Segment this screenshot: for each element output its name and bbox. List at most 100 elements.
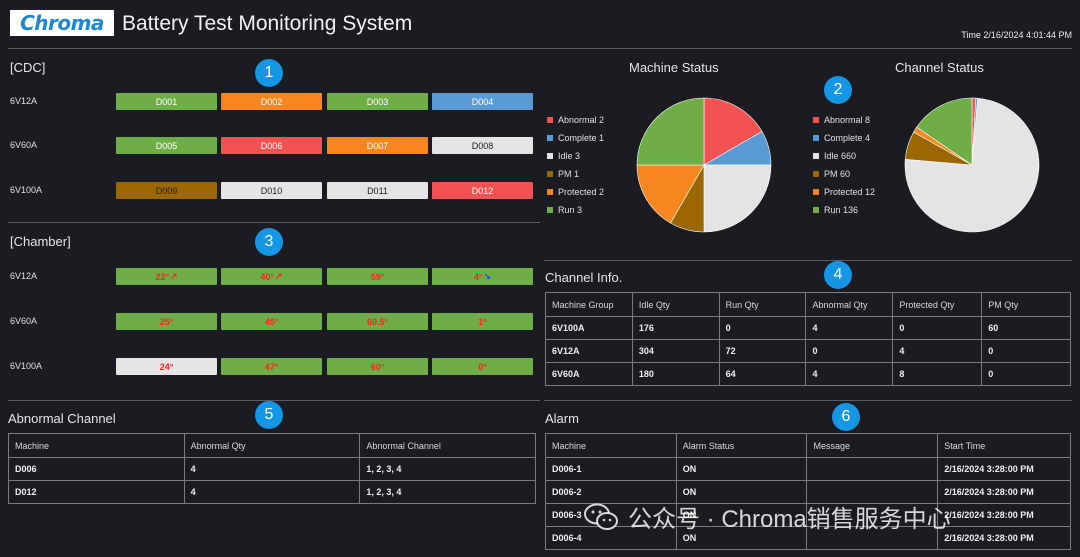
column-header: Machine Group bbox=[545, 292, 633, 317]
table-cell: D006-4 bbox=[545, 526, 677, 550]
legend-item: PM 60 bbox=[813, 165, 875, 183]
column-header: Abnormal Channel bbox=[359, 433, 536, 458]
table-cell: ON bbox=[675, 457, 808, 481]
chamber-tile[interactable]: 40° ↗ bbox=[221, 268, 322, 285]
cdc-tile[interactable]: D003 bbox=[327, 93, 428, 110]
legend-swatch bbox=[813, 117, 819, 123]
legend-item: Complete 4 bbox=[813, 129, 875, 147]
table-cell: 8 bbox=[892, 362, 983, 386]
column-header: Machine bbox=[8, 433, 185, 458]
pie-slice-run bbox=[916, 97, 973, 166]
channel-status-legend: Abnormal 8 Complete 4 Idle 660 PM 60 Protect… bbox=[813, 111, 875, 219]
channel-info-table: Machine Group Idle Qty Run Qty Abnormal Qty… bbox=[545, 292, 1071, 386]
chamber-tile-label: 45° bbox=[264, 316, 279, 327]
cdc-row-label: 6V12A bbox=[10, 96, 38, 106]
table-cell: 2/16/2024 3:28:00 PM bbox=[937, 526, 1071, 550]
table-cell: D006 bbox=[8, 457, 185, 481]
legend-swatch bbox=[547, 207, 553, 213]
chamber-tile-label: 4° bbox=[473, 271, 483, 282]
legend-item: Run 3 bbox=[547, 201, 604, 219]
chamber-tile-label: 25° bbox=[159, 316, 174, 327]
chamber-tile-label: 60.5° bbox=[366, 316, 389, 327]
trend-down-icon: ↘ bbox=[483, 271, 492, 281]
cdc-tile-label: D005 bbox=[155, 140, 178, 151]
section-badge-1: 1 bbox=[255, 59, 283, 87]
legend-swatch bbox=[547, 171, 553, 177]
chamber-tile[interactable]: 45° bbox=[221, 313, 322, 330]
legend-swatch bbox=[813, 135, 819, 141]
chamber-tile-label: 40° bbox=[260, 271, 275, 282]
table-cell: ON bbox=[675, 526, 808, 550]
cdc-tile[interactable]: D012 bbox=[432, 182, 533, 199]
cdc-tile[interactable]: D001 bbox=[116, 93, 217, 110]
column-header: Idle Qty bbox=[631, 292, 720, 317]
cdc-row-label: 6V100A bbox=[10, 185, 43, 195]
table-row[interactable]: 6V60A 180 64 4 8 0 bbox=[545, 362, 1071, 386]
legend-swatch bbox=[813, 207, 819, 213]
chamber-tile-label: 60° bbox=[370, 361, 385, 372]
section-badge-4: 4 bbox=[824, 261, 852, 289]
cdc-tile[interactable]: D004 bbox=[432, 93, 533, 110]
legend-label: Protected 2 bbox=[558, 187, 605, 197]
chamber-tile[interactable]: 60° bbox=[327, 358, 428, 375]
table-cell: 64 bbox=[718, 362, 807, 386]
table-cell: 0 bbox=[981, 339, 1071, 363]
chamber-tile[interactable]: 60.5° bbox=[327, 313, 428, 330]
legend-label: Run 3 bbox=[558, 205, 583, 215]
table-row[interactable]: D006-4 ON 2/16/2024 3:28:00 PM bbox=[545, 526, 1071, 550]
legend-item: PM 1 bbox=[547, 165, 604, 183]
legend-swatch bbox=[547, 153, 553, 159]
cdc-tile-label: D004 bbox=[471, 96, 494, 107]
abnormal-channel-title: Abnormal Channel bbox=[8, 411, 116, 426]
cdc-tile-label: D010 bbox=[260, 185, 283, 196]
cdc-tile[interactable]: D005 bbox=[116, 137, 217, 154]
cdc-tile[interactable]: D009 bbox=[116, 182, 217, 199]
column-header: Message bbox=[806, 433, 939, 458]
chamber-tile[interactable]: 4° ↘ bbox=[432, 268, 533, 285]
chamber-tile[interactable]: 22° ↗ bbox=[116, 268, 217, 285]
legend-swatch bbox=[547, 135, 553, 141]
chamber-tile[interactable]: 25° bbox=[116, 313, 217, 330]
cdc-row-label: 6V60A bbox=[10, 140, 38, 150]
table-cell: ON bbox=[675, 480, 808, 504]
legend-item: Run 136 bbox=[813, 201, 875, 219]
table-cell: 0 bbox=[718, 316, 807, 340]
legend-swatch bbox=[813, 189, 819, 195]
divider bbox=[544, 400, 1072, 401]
table-cell: 0 bbox=[892, 316, 983, 340]
logo-text: Chroma bbox=[20, 11, 104, 35]
table-cell: 60 bbox=[981, 316, 1071, 340]
legend-label: Run 136 bbox=[824, 205, 859, 215]
table-row[interactable]: D006-1 ON 2/16/2024 3:28:00 PM bbox=[545, 457, 1071, 481]
table-row[interactable]: 6V100A 176 0 4 0 60 bbox=[545, 316, 1071, 340]
pie-slice-abnormal bbox=[703, 97, 763, 166]
chamber-tile[interactable]: 47° bbox=[221, 358, 322, 375]
cdc-tile[interactable]: D006 bbox=[221, 137, 322, 154]
table-row[interactable]: 6V12A 304 72 0 4 0 bbox=[545, 339, 1071, 363]
column-header: Alarm Status bbox=[675, 433, 808, 458]
legend-label: Complete 4 bbox=[824, 133, 871, 143]
chamber-tile[interactable]: 24° bbox=[116, 358, 217, 375]
table-row[interactable]: D012 4 1, 2, 3, 4 bbox=[8, 480, 536, 504]
cdc-tile[interactable]: D008 bbox=[432, 137, 533, 154]
table-cell: 180 bbox=[631, 362, 720, 386]
table-row[interactable]: D006-2 ON 2/16/2024 3:28:00 PM bbox=[545, 480, 1071, 504]
table-cell bbox=[806, 480, 939, 504]
chamber-tile[interactable]: 1° bbox=[432, 313, 533, 330]
legend-label: Idle 660 bbox=[824, 151, 857, 161]
cdc-tile[interactable]: D010 bbox=[221, 182, 322, 199]
table-header-row: Machine Alarm Status Message Start Time bbox=[545, 433, 1071, 458]
wechat-icon bbox=[584, 503, 618, 530]
cdc-tile[interactable]: D007 bbox=[327, 137, 428, 154]
cdc-tile[interactable]: D011 bbox=[327, 182, 428, 199]
chamber-tile[interactable]: 59° bbox=[327, 268, 428, 285]
table-row[interactable]: D006 4 1, 2, 3, 4 bbox=[8, 457, 536, 481]
table-cell: 1, 2, 3, 4 bbox=[359, 480, 536, 504]
column-header: PM Qty bbox=[981, 292, 1071, 317]
legend-item: Abnormal 8 bbox=[813, 111, 875, 129]
legend-item: Abnormal 2 bbox=[547, 111, 604, 129]
section-badge-6: 6 bbox=[832, 403, 860, 431]
chamber-tile[interactable]: 0° bbox=[432, 358, 533, 375]
legend-swatch bbox=[547, 189, 553, 195]
cdc-tile[interactable]: D002 bbox=[221, 93, 322, 110]
